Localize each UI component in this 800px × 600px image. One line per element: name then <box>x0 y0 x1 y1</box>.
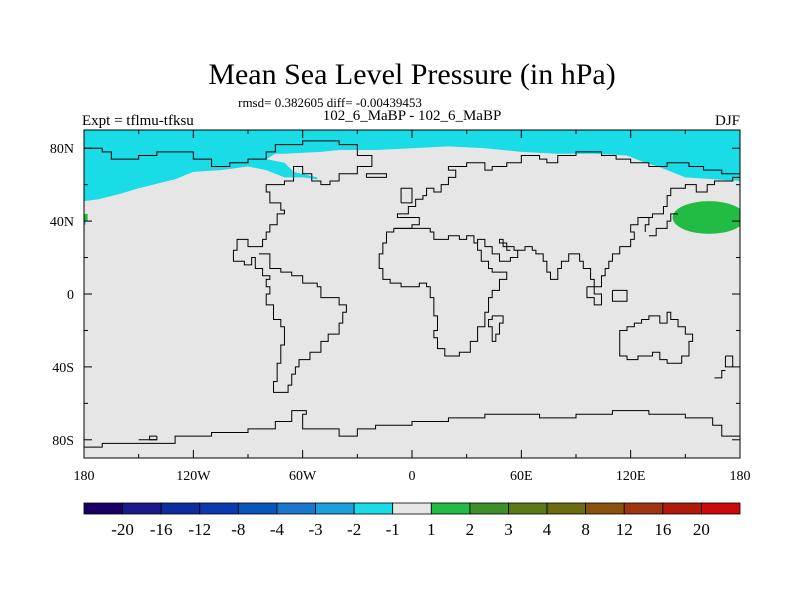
colorbar-label: -12 <box>188 520 211 539</box>
colorbar-label: -8 <box>231 520 245 539</box>
x-tick-label: 120W <box>176 469 211 484</box>
colorbar-swatch <box>469 502 509 515</box>
plot-background <box>84 130 740 458</box>
colorbar-swatch <box>315 502 355 515</box>
colorbar-label: 4 <box>543 520 552 539</box>
stats-label: rmsd= 0.382605 diff= -0.00439453 <box>238 95 422 110</box>
colorbar-swatch <box>122 502 162 515</box>
x-axis: 180 120W 60W 0 60E 120E 180 <box>74 130 751 484</box>
coastline-8 <box>619 311 694 364</box>
coastline-1 <box>84 410 740 448</box>
colorbar-label: -3 <box>308 520 322 539</box>
colorbar-swatch <box>237 502 278 515</box>
coastline-11 <box>648 213 679 237</box>
y-tick-label: 40S <box>52 361 74 376</box>
coastline-0 <box>84 140 373 393</box>
coastline-6 <box>648 176 740 218</box>
x-tick-label: 60W <box>289 469 317 484</box>
colorbar-label: 16 <box>654 520 671 539</box>
colorbar-label: -16 <box>150 520 173 539</box>
colorbar-swatch <box>585 502 625 515</box>
colorbar-swatch <box>199 502 239 515</box>
colorbar-swatch <box>662 502 702 515</box>
chart-title: Mean Sea Level Pressure (in hPa) <box>208 58 615 91</box>
colorbar: -20 -16 -12 -8 -4 -3 -2 -1 1 2 3 4 8 12 16 20 <box>83 502 741 539</box>
x-tick-label: 60E <box>510 469 533 484</box>
season-label: DJF <box>715 113 740 129</box>
coastlines <box>84 140 740 448</box>
colorbar-label: -2 <box>347 520 361 539</box>
coastline-4 <box>477 238 519 262</box>
coastline-7 <box>488 315 504 342</box>
colorbar-swatch <box>546 502 587 515</box>
colorbar-swatch <box>392 502 432 515</box>
coastline-10 <box>611 289 628 302</box>
colorbar-label: 8 <box>581 520 590 539</box>
colorbar-label: -4 <box>270 520 285 539</box>
y-tick-label: 80S <box>52 434 74 449</box>
colorbar-swatch <box>508 502 548 515</box>
x-tick-label: 0 <box>409 469 416 484</box>
colorbar-swatch <box>701 502 741 515</box>
y-tick-label: 0 <box>67 288 74 303</box>
colorbar-label: 12 <box>616 520 633 539</box>
colorbar-label: -20 <box>111 520 134 539</box>
y-axis: 80N 40N 0 40S 80S <box>50 142 740 449</box>
y-tick-label: 40N <box>50 215 74 230</box>
coastline-14 <box>400 187 413 204</box>
colorbar-swatch <box>623 502 664 515</box>
colorbar-label: 3 <box>504 520 513 539</box>
anomaly-regions <box>84 130 740 234</box>
colorbar-label: -1 <box>386 520 400 539</box>
coastline-9 <box>586 286 603 306</box>
colorbar-label: 1 <box>427 520 436 539</box>
colorbar-swatch <box>276 502 316 515</box>
x-tick-label: 120E <box>616 469 646 484</box>
coastline-17 <box>149 435 158 441</box>
coastline-13 <box>714 370 726 379</box>
y-tick-label: 80N <box>50 142 74 157</box>
coastline-15 <box>365 173 387 178</box>
positive-anomaly-atlantic-edge <box>84 213 88 222</box>
coastline-2 <box>393 151 740 229</box>
colorbar-label: 20 <box>693 520 710 539</box>
colorbar-swatch <box>430 502 471 515</box>
experiment-label: Expt = tflmu-tfksu <box>82 113 194 129</box>
coastline-3 <box>378 227 508 357</box>
comparison-label: 102_6_MaBP - 102_6_MaBP <box>323 108 502 124</box>
colorbar-swatch <box>160 502 201 515</box>
x-tick-label: 180 <box>74 469 95 484</box>
coastline-5 <box>517 216 650 288</box>
colorbar-label: 2 <box>466 520 475 539</box>
x-tick-label: 180 <box>730 469 751 484</box>
colorbar-swatch <box>353 502 394 515</box>
positive-anomaly-north-pacific <box>672 201 740 234</box>
negative-anomaly-arctic <box>84 130 740 202</box>
colorbar-swatch <box>83 502 123 515</box>
